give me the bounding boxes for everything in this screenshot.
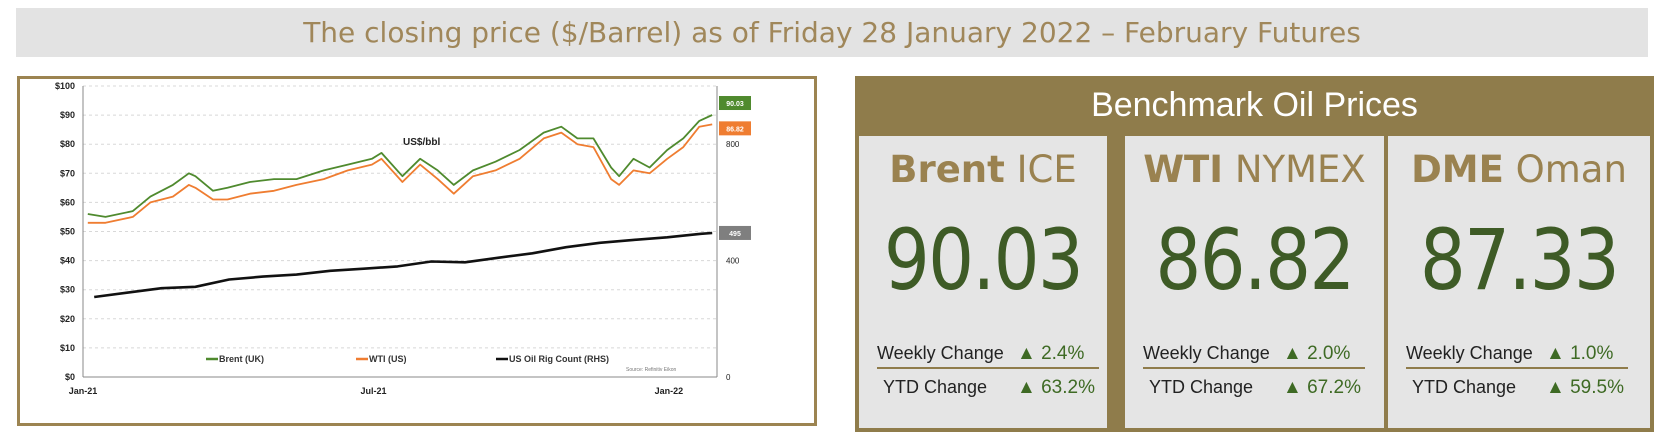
y-left-tick-label: $90: [60, 110, 75, 120]
dme-price: 87.33: [1419, 211, 1620, 309]
chart-svg: $0 $10 $20 $30 $40 $50 $60 $70 $80 $90 $100 0 400 800…: [55, 81, 751, 396]
y-left-tick-label: $70: [60, 168, 75, 178]
y-left-tick-label: $80: [60, 139, 75, 149]
brent-weekly-value: ▲ 2.4%: [1017, 343, 1085, 364]
dme-name: DME Oman: [1388, 148, 1650, 191]
y-left-tick-label: $30: [60, 285, 75, 295]
wti-price: 86.82: [1155, 211, 1355, 309]
benchmark-panel: Benchmark Oil Prices Brent ICE 90.03 Wee…: [855, 76, 1654, 432]
wti-ytd-row: YTD Change ▲ 67.2%: [1143, 372, 1373, 402]
y-left-tick-label: $20: [60, 314, 75, 324]
wti-weekly-row: Weekly Change ▲ 2.0%: [1143, 338, 1373, 368]
brent-ytd-row: YTD Change ▲ 63.2%: [877, 372, 1107, 402]
benchmark-title: Benchmark Oil Prices: [1091, 86, 1418, 124]
y-right-tick-label: 800: [726, 140, 740, 149]
brent-weekly-label: Weekly Change: [877, 343, 1004, 363]
y-left-tick-label: $60: [60, 197, 75, 207]
brent-divider: [877, 367, 1099, 369]
x-tick-label: Jan-22: [655, 386, 684, 396]
y-left-tick-label: $10: [60, 343, 75, 353]
dme-weekly-row: Weekly Change ▲ 1.0%: [1406, 338, 1636, 368]
brent-ytd-value: ▲ 63.2%: [1017, 377, 1095, 398]
dme-ytd-value: ▲ 59.5%: [1546, 377, 1624, 398]
x-tick-label: Jan-21: [69, 386, 98, 396]
wti-ytd-label: YTD Change: [1149, 377, 1254, 397]
end-label-box: [719, 96, 751, 111]
wti-weekly-label: Weekly Change: [1143, 343, 1270, 363]
x-tick-label: Jul-21: [361, 386, 387, 396]
y-right-tick-label: 0: [726, 373, 731, 382]
end-label: 86.82: [726, 126, 744, 133]
end-label: 495: [729, 231, 741, 238]
wti-name: WTI NYMEX: [1125, 148, 1384, 191]
y-right-tick-label: 400: [726, 257, 740, 266]
brent-panel: Brent ICE 90.03 Weekly Change ▲ 2.4% YTD…: [859, 136, 1107, 428]
legend-label: WTI (US): [369, 354, 407, 364]
source-note: Source: Refinitiv Eikon: [626, 367, 677, 373]
y-left-tick-label: $100: [55, 81, 75, 91]
legend-label: US Oil Rig Count (RHS): [509, 354, 609, 364]
brent-name: Brent ICE: [859, 148, 1107, 191]
dme-name-bold: DME: [1411, 148, 1504, 191]
dme-panel: DME Oman 87.33 Weekly Change ▲ 1.0% YTD …: [1388, 136, 1650, 428]
chart-annotation: US$/bbl: [403, 137, 440, 148]
dme-ytd-label: YTD Change: [1412, 377, 1517, 397]
wti-name-rest: NYMEX: [1234, 148, 1366, 191]
oil-price-chart: $0 $10 $20 $30 $40 $50 $60 $70 $80 $90 $100 0 400 800…: [17, 76, 817, 426]
brent-ytd-label: YTD Change: [883, 377, 988, 397]
wti-ytd-value: ▲ 67.2%: [1283, 377, 1361, 398]
end-label-box: [719, 225, 751, 240]
dme-name-rest: Oman: [1515, 148, 1627, 191]
series-line: [94, 231, 713, 299]
dme-divider: [1406, 367, 1628, 369]
end-label: 90.03: [726, 101, 744, 108]
brent-name-bold: Brent: [889, 148, 1005, 191]
dme-weekly-label: Weekly Change: [1406, 343, 1533, 363]
end-label-box: [719, 121, 751, 136]
wti-weekly-value: ▲ 2.0%: [1283, 343, 1351, 364]
dme-ytd-row: YTD Change ▲ 59.5%: [1406, 372, 1636, 402]
dme-weekly-value: ▲ 1.0%: [1546, 343, 1614, 364]
page-title: The closing price ($/Barrel) as of Frida…: [16, 8, 1648, 57]
series-line: [87, 123, 713, 224]
legend-label: Brent (UK): [219, 354, 264, 364]
brent-weekly-row: Weekly Change ▲ 2.4%: [877, 338, 1107, 368]
brent-name-rest: ICE: [1016, 148, 1077, 191]
series-line: [87, 114, 713, 218]
brent-price: 90.03: [883, 211, 1084, 309]
wti-name-bold: WTI: [1143, 148, 1224, 191]
y-left-tick-label: $50: [60, 227, 75, 237]
y-left-tick-label: $40: [60, 256, 75, 266]
wti-divider: [1143, 367, 1365, 369]
y-left-tick-label: $0: [65, 372, 75, 382]
wti-panel: WTI NYMEX 86.82 Weekly Change ▲ 2.0% YTD…: [1125, 136, 1384, 428]
